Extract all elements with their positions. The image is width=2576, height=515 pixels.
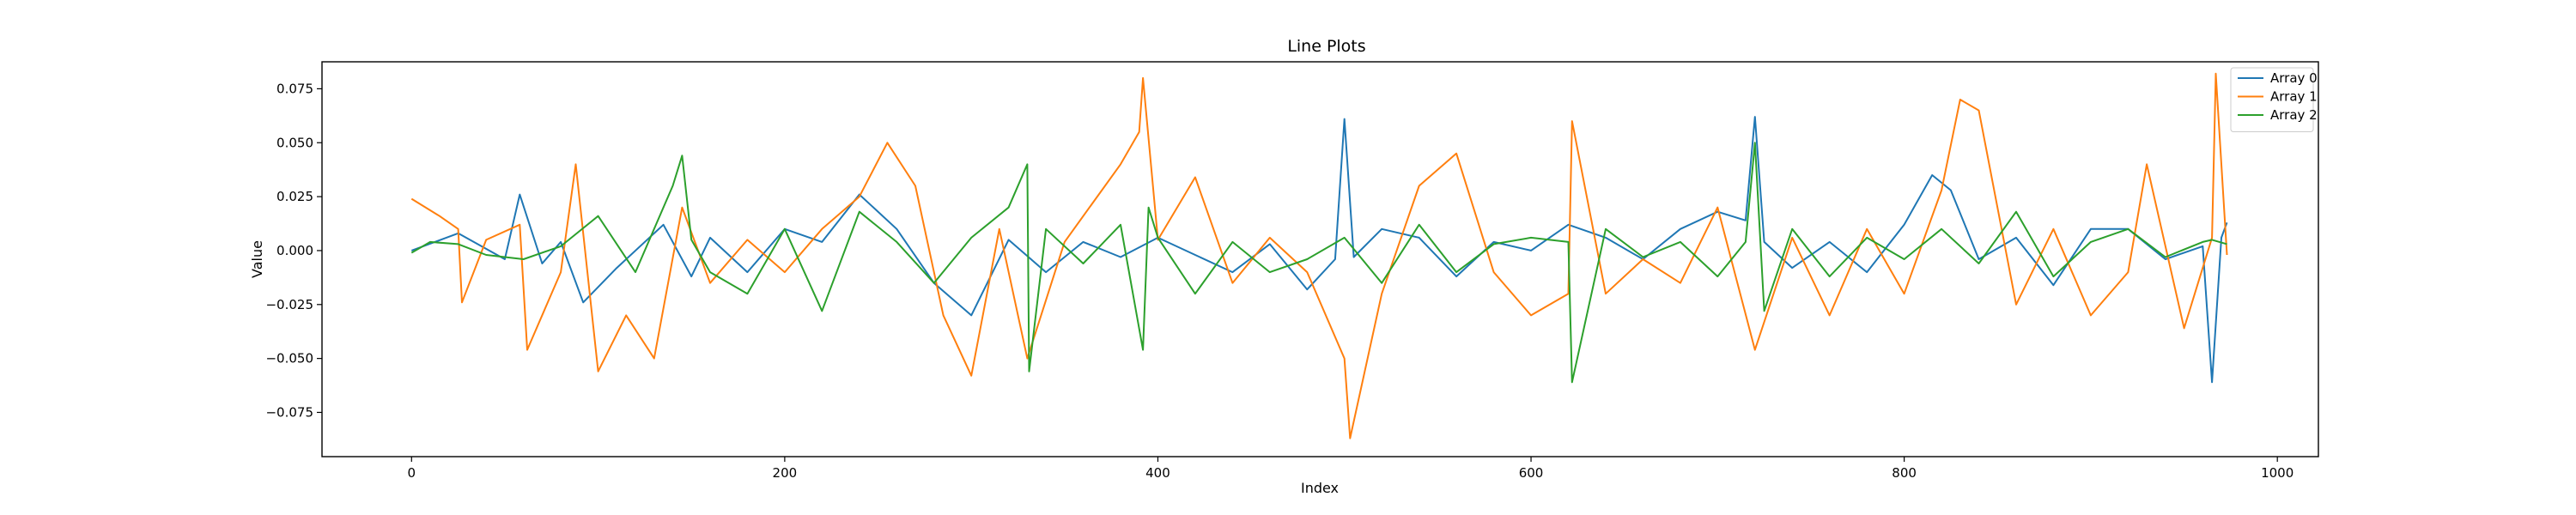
legend-label-array-2: Array 2 (2270, 107, 2318, 123)
chart-title: Line Plots (1287, 37, 1365, 56)
y-tick-label: −0.050 (265, 351, 313, 367)
series-line-array-2 (410, 142, 2227, 384)
y-tick-label: −0.075 (265, 404, 313, 420)
y-axis: −0.075 −0.050 −0.025 0.000 0.025 0.050 0.075 (265, 81, 322, 420)
y-tick-label: 0.050 (276, 135, 313, 150)
x-tick-label: 1000 (2261, 465, 2293, 481)
x-tick-label: 200 (773, 465, 798, 481)
x-tick-label: 0 (408, 465, 416, 481)
y-tick-label: 0.075 (276, 81, 313, 96)
series-line-array-1 (410, 72, 2228, 439)
y-tick-label: 0.025 (276, 189, 313, 204)
plot-area (410, 72, 2228, 439)
axes-frame (321, 61, 2319, 457)
y-axis-label: Value (249, 240, 265, 278)
x-tick-label: 800 (1892, 465, 1917, 481)
x-tick-label: 400 (1145, 465, 1170, 481)
x-axis: 0 200 400 600 800 1000 (408, 457, 2293, 481)
x-tick-label: 600 (1519, 465, 1544, 481)
series-line-array-0 (410, 116, 2228, 384)
y-tick-label: 0.000 (276, 243, 313, 258)
y-tick-label: −0.025 (265, 297, 313, 312)
legend-label-array-1: Array 1 (2270, 89, 2318, 105)
legend-label-array-0: Array 0 (2270, 70, 2318, 86)
x-axis-label: Index (1301, 480, 1339, 496)
legend: Array 0 Array 1 Array 2 (2230, 67, 2318, 132)
